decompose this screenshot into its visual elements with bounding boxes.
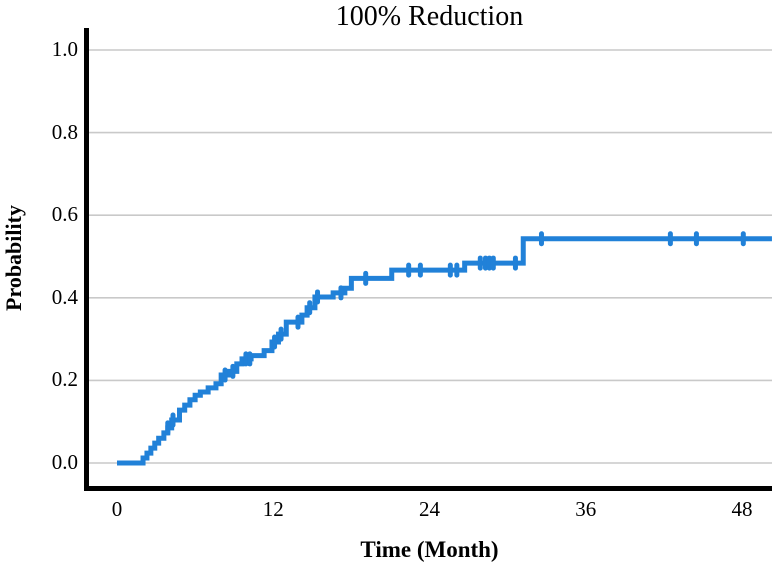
censor-mark <box>222 367 228 383</box>
censor-mark <box>417 262 423 278</box>
censor-mark <box>247 351 253 367</box>
censor-mark <box>272 334 278 350</box>
x-tick-label-12: 12 <box>262 497 284 521</box>
censor-mark <box>512 255 518 271</box>
chart-title: 100% Reduction <box>335 1 524 32</box>
censor-mark <box>363 270 369 286</box>
y-tick-label-1.0: 1.0 <box>51 37 78 61</box>
censor-mark <box>243 351 249 367</box>
y-tick-label-0.0: 0.0 <box>51 450 78 474</box>
censor-mark <box>165 420 171 436</box>
x-axis-spine <box>84 486 772 491</box>
censor-mark <box>170 412 176 428</box>
survival-step-curve <box>117 236 772 466</box>
censor-mark <box>482 255 488 271</box>
censor-mark <box>406 262 412 278</box>
censor-mark <box>278 326 284 342</box>
censor-mark <box>230 363 236 379</box>
y-tick-label-0.2: 0.2 <box>51 367 78 392</box>
censor-mark <box>315 289 321 305</box>
censor-mark <box>477 255 483 271</box>
x-tick-label-36: 36 <box>575 497 597 521</box>
censor-mark <box>693 231 699 247</box>
y-axis-spine <box>84 28 89 491</box>
x-tick-label-48: 48 <box>731 497 753 521</box>
censor-mark <box>454 262 460 278</box>
censor-mark <box>338 285 344 301</box>
censor-mark <box>307 300 313 316</box>
censor-mark <box>740 231 746 247</box>
x-axis-title: Time (Month) <box>360 537 499 562</box>
censor-mark <box>447 262 453 278</box>
censor-mark <box>538 231 544 247</box>
y-tick-label-0.4: 0.4 <box>51 284 78 309</box>
censor-mark <box>667 231 673 247</box>
censor-mark <box>486 255 492 271</box>
x-tick-label-24: 24 <box>419 497 440 521</box>
y-tick-label-0.8: 0.8 <box>51 119 78 144</box>
x-tick-label-0: 0 <box>111 497 123 521</box>
y-tick-label-0.6: 0.6 <box>51 202 78 227</box>
censor-mark <box>295 314 301 330</box>
censor-mark <box>490 255 496 271</box>
